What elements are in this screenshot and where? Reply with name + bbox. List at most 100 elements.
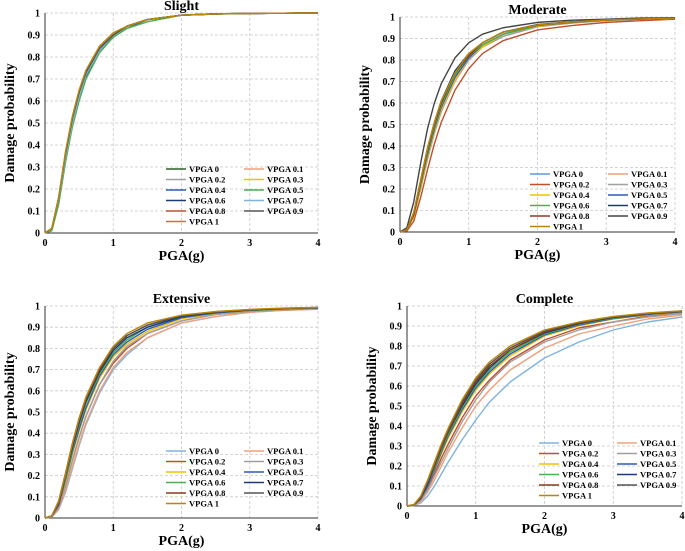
series-line-vpga-0-3 [406,312,683,507]
y-tick-label: 1 [35,302,40,313]
legend-label: VPGA 0.9 [267,488,303,498]
y-tick-label: 0.3 [28,163,41,174]
legend-label: VPGA 0.5 [267,185,303,195]
x-axis-label: PGA(g) [159,249,205,264]
legend-label: VPGA 0.8 [553,211,589,221]
y-tick-label: 0.7 [28,365,41,376]
legend-label: VPGA 0.7 [631,201,668,211]
legend-item: VPGA 0.6 [166,196,225,206]
legend-label: VPGA 0.2 [553,180,589,190]
legend-item: VPGA 0.7 [617,470,677,480]
legend-item: VPGA 0.9 [617,480,676,490]
legend-label: VPGA 0.9 [267,206,303,216]
legend-label: VPGA 1 [189,499,219,509]
y-axis-label: Damage probability [358,65,373,184]
chart-title: Extensive [153,292,211,307]
legend-label: VPGA 0.4 [562,459,599,469]
y-axis-label: Damage probability [3,63,18,182]
series-line-vpga-1 [44,12,319,234]
legend-item: VPGA 0.6 [166,478,225,488]
x-tick-label: 4 [316,523,321,534]
y-tick-label: 0.2 [390,462,403,473]
series-line-vpga-1 [44,306,319,519]
legend-item: VPGA 0.9 [244,206,303,216]
legend-item: VPGA 0.4 [539,459,599,469]
series-lines [44,306,319,519]
series-line-vpga-1 [399,17,676,233]
x-axis-label: PGA(g) [515,248,561,263]
y-tick-label: 0.6 [390,382,403,393]
legend-label: VPGA 0.3 [631,180,667,190]
y-tick-label: 0 [35,229,40,240]
legend-item: VPGA 0.2 [530,180,589,190]
legend-item: VPGA 0 [166,164,219,174]
series-line-vpga-0-3 [44,307,319,519]
series-line-vpga-0-1 [44,308,319,519]
legend-item: VPGA 0.6 [539,470,598,480]
legend-label: VPGA 0.3 [267,457,303,467]
y-tick-label: 0 [397,502,402,513]
legend-item: VPGA 0.8 [539,480,598,490]
legend-item: VPGA 0.2 [539,449,598,459]
legend-item: VPGA 0.3 [617,449,676,459]
x-tick-label: 3 [247,238,252,249]
legend-item: VPGA 1 [539,491,592,501]
y-tick-label: 0.7 [28,75,41,86]
x-tick-label: 2 [542,511,547,522]
legend-label: VPGA 0.6 [189,478,225,488]
legend-item: VPGA 1 [166,499,219,509]
y-tick-label: 0.2 [28,471,41,482]
legend-item: VPGA 0.7 [244,196,304,206]
legend-item: VPGA 0.5 [617,459,676,469]
x-tick-label: 1 [111,523,116,534]
x-tick-label: 0 [43,238,48,249]
y-axis-label: Damage probability [365,346,380,465]
legend-item: VPGA 0 [539,438,592,448]
legend-item: VPGA 0.3 [244,457,303,467]
legend-item: VPGA 0.8 [166,206,225,216]
legend-item: VPGA 0.5 [608,190,667,200]
legend-label: VPGA 0.1 [640,438,676,448]
legend-label: VPGA 0.8 [189,206,225,216]
y-tick-label: 0.4 [28,141,41,152]
x-tick-label: 0 [405,511,410,522]
y-tick-label: 0.5 [28,119,41,130]
legend-label: VPGA 0.7 [267,196,304,206]
legend-label: VPGA 0.2 [189,457,225,467]
legend-item: VPGA 0.3 [608,180,667,190]
series-lines [44,12,319,234]
legend-item: VPGA 0 [166,446,219,456]
x-tick-label: 2 [535,237,540,248]
y-tick-label: 0.7 [383,77,396,88]
y-tick-label: 0.2 [383,185,396,196]
y-tick-label: 0.3 [28,450,41,461]
x-tick-label: 2 [179,523,184,534]
legend-item: VPGA 0.5 [244,467,303,477]
chart-slight: 0 0.1 0.2 0.3 0.4 0.5 0.6 0.7 0.8 0.9 1 0 1 2 3 4 Slight… [3,0,321,264]
y-tick-label: 0.4 [390,422,403,433]
y-tick-label: 1 [35,9,40,20]
legend-item: VPGA 0.6 [530,201,589,211]
legend-label: VPGA 0.4 [189,185,226,195]
series-line-vpga-1 [406,310,683,507]
legend-item: VPGA 0.1 [608,169,667,179]
y-tick-label: 1 [390,13,395,24]
y-tick-label: 0.1 [383,206,396,217]
legend-label: VPGA 1 [553,222,583,232]
legend-label: VPGA 0.8 [562,480,598,490]
y-tick-label: 1 [397,302,402,313]
y-axis-label: Damage probability [3,352,18,471]
legend-label: VPGA 0.5 [631,190,667,200]
chart-title: Complete [516,292,574,307]
chart-moderate: 0 0.1 0.2 0.3 0.4 0.5 0.6 0.7 0.8 0.9 1 0 1 2 3 4 Modera… [358,3,678,263]
x-tick-label: 4 [680,511,685,522]
y-tick-label: 0.9 [390,322,403,333]
legend-item: VPGA 0.8 [530,211,589,221]
y-tick-label: 0.6 [28,386,41,397]
legend-item: VPGA 0.4 [530,190,590,200]
x-tick-label: 3 [604,237,609,248]
y-tick-label: 0.1 [28,207,41,218]
